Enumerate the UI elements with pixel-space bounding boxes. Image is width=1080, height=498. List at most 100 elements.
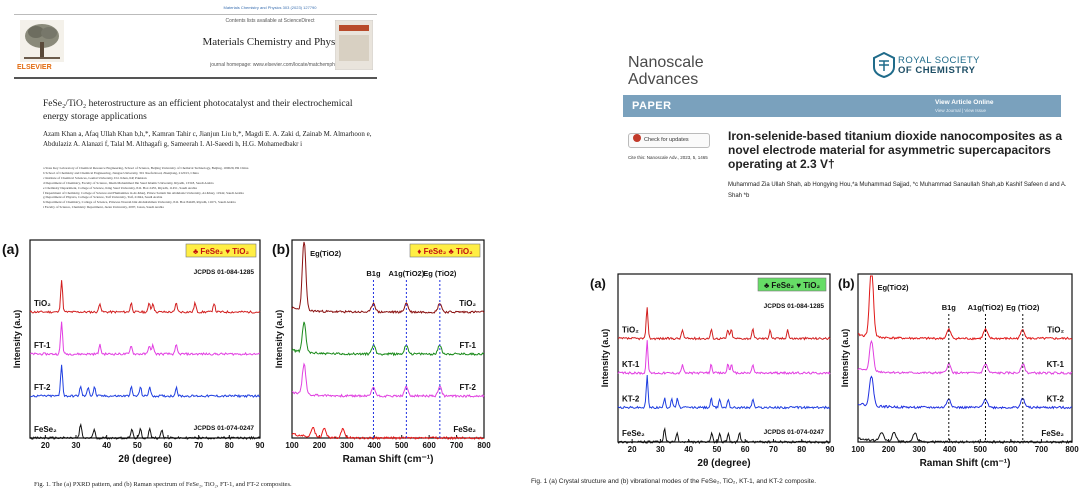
pxrd-chart-left: 20 30 40 50 60 70 80 90 2θ (degree) Intensity (a.… <box>2 239 265 465</box>
series-label: FeSe₂ <box>34 425 57 434</box>
affiliation-list: a State Key Laboratory of Chemical Resou… <box>43 166 373 210</box>
x-tick-label: 70 <box>194 441 203 450</box>
journal-cover-thumbnail <box>335 20 373 70</box>
x-tick-label: 700 <box>450 441 464 450</box>
x-tick-label: 80 <box>225 441 234 450</box>
x-tick-label: 20 <box>628 445 637 454</box>
affiliation-item: i Faculty of Science, Chemistry Departme… <box>43 205 164 210</box>
affiliation-item: b School of Chemistry and Chemical Engin… <box>43 170 199 175</box>
panel-label: (a) <box>2 241 19 257</box>
x-tick-label: 40 <box>102 441 111 450</box>
legend-box <box>409 243 481 258</box>
view-article-online-link[interactable]: View Article Online <box>935 99 994 106</box>
series-label: KT-2 <box>1047 395 1065 404</box>
series-label: KT-1 <box>1047 360 1065 369</box>
peak-label: B1g <box>942 303 957 312</box>
x-tick-label: 200 <box>882 445 896 454</box>
check-for-updates-button[interactable]: Check for updates <box>628 133 710 148</box>
series-label: FT-2 <box>34 383 51 392</box>
series-label: TiO₂ <box>1047 326 1064 335</box>
figure-caption-right: Fig. 1 (a) Crystal structure and (b) vib… <box>531 478 817 485</box>
x-tick-label: 200 <box>313 441 327 450</box>
plot-frame <box>29 239 261 439</box>
x-tick-label: 20 <box>41 441 50 450</box>
section-label: PAPER <box>632 100 672 112</box>
series-label: TiO₂ <box>34 299 51 308</box>
series-label: TiO₂ <box>622 326 639 335</box>
legend-box <box>185 243 257 258</box>
peak-label: B1g <box>366 269 381 278</box>
series-label: KT-2 <box>622 395 640 404</box>
x-tick-label: 400 <box>368 441 382 450</box>
x-tick-label: 800 <box>477 441 491 450</box>
figure-caption-left: Fig. 1. The (a) PXRD pattern, and (b) Ra… <box>34 481 292 488</box>
affiliation-item: d Department of Chemistry, Faculty of Sc… <box>43 180 214 185</box>
affiliation-item: g Department of Physics, College of Scie… <box>43 195 163 200</box>
journal-homepage-link[interactable]: journal homepage: www.elsevier.com/locat… <box>210 62 340 68</box>
plot-frame <box>857 273 1073 443</box>
x-axis-label: Raman Shift (cm⁻¹) <box>920 458 1011 469</box>
x-tick-label: 80 <box>797 445 806 454</box>
article-title: FeSe₂/TiO₂ heterostructure as an efficie… <box>43 99 353 122</box>
peak-label: A1g(TiO2) <box>968 303 1004 312</box>
journal-citation-line: Materials Chemistry and Physics 303 (202… <box>223 5 317 10</box>
x-tick-label: 90 <box>256 441 265 450</box>
rsc-crest-icon <box>873 52 895 78</box>
jcpds-label: JCPDS 01-084-1285 <box>194 269 255 276</box>
series-label: FeSe₂ <box>1041 429 1064 438</box>
peak-label: Eg (TiO2) <box>423 269 457 278</box>
x-tick-label: 70 <box>769 445 778 454</box>
contents-available-line: Contents lists available at ScienceDirec… <box>225 18 315 24</box>
series-line <box>291 321 485 357</box>
article-title: Iron-selenide-based titanium dioxide nan… <box>728 129 1063 171</box>
publisher-logo-text: ROYAL SOCIETY OF CHEMISTRY <box>898 56 980 76</box>
raman-chart-left: 100 200 300 400 500 600 700 800 Raman Shift (cm⁻… <box>272 239 491 465</box>
x-tick-label: 90 <box>826 445 835 454</box>
series-line <box>30 321 261 357</box>
x-tick-label: 800 <box>1065 445 1079 454</box>
check-updates-label: Check for updates <box>644 137 689 143</box>
affiliation-item: e Chemistry Department, College of Scien… <box>43 185 197 190</box>
x-tick-label: 600 <box>1004 445 1018 454</box>
series-line <box>29 280 261 315</box>
x-tick-label: 300 <box>912 445 926 454</box>
x-axis-label: 2θ (degree) <box>697 458 750 469</box>
series-line <box>617 374 831 410</box>
x-axis-label: 2θ (degree) <box>118 454 171 465</box>
cite-line: Cite this: Nanoscale Adv., 2023, 5, 1465 <box>628 155 708 160</box>
journal-name-line: Nanoscale <box>628 54 704 71</box>
x-tick-label: 30 <box>72 441 81 450</box>
legend-text: ♦ FeSe₂ ♣ TiO₂ <box>417 247 473 256</box>
affiliation-item: h Department of Chemistry, College of Sc… <box>43 200 236 205</box>
author-list: Azam Khan a, Afaq Ullah Khan b,h,*, Kamr… <box>43 130 372 148</box>
series-line <box>291 241 485 314</box>
x-tick-label: 400 <box>943 445 957 454</box>
affiliation-item: c Institute of Chemical Sciences, Gomal … <box>43 175 147 180</box>
x-tick-label: 50 <box>133 441 142 450</box>
peak-label: Eg (TiO2) <box>1006 303 1040 312</box>
series-label: FT-2 <box>460 383 477 392</box>
pxrd-chart-right: 20 30 40 50 60 70 80 90 2θ (degree) Intensity (a.… <box>590 273 835 469</box>
x-tick-label: 500 <box>974 445 988 454</box>
series-line <box>617 426 831 445</box>
series-line <box>617 307 831 341</box>
journal-name-line: Advances <box>628 71 699 88</box>
raman-chart-right: 100 200 300 400 500 600 700 800 Raman Shift (cm⁻… <box>838 273 1079 469</box>
series-line <box>857 339 1073 376</box>
x-tick-label: 100 <box>285 441 299 450</box>
x-tick-label: 60 <box>741 445 750 454</box>
jcpds-label: JCPDS 01-074-0247 <box>764 429 825 436</box>
x-tick-label: 50 <box>712 445 721 454</box>
peak-label: Eg(TiO2) <box>310 249 342 258</box>
x-tick-label: 40 <box>684 445 693 454</box>
legend-text: ♣ FeSe₂ ♥ TiO₂ <box>764 281 821 290</box>
affiliation-item: a State Key Laboratory of Chemical Resou… <box>43 166 249 170</box>
elsevier-tree-logo <box>20 20 64 62</box>
view-journal-issue-links[interactable]: View Journal | View Issue <box>935 108 987 113</box>
series-line <box>857 432 1073 444</box>
series-label: TiO₂ <box>459 299 476 308</box>
publisher-name: ELSEVIER <box>17 64 52 71</box>
panel-label: (b) <box>272 241 290 257</box>
update-badge-icon <box>633 134 641 142</box>
x-axis-label: Raman Shift (cm⁻¹) <box>343 454 434 465</box>
